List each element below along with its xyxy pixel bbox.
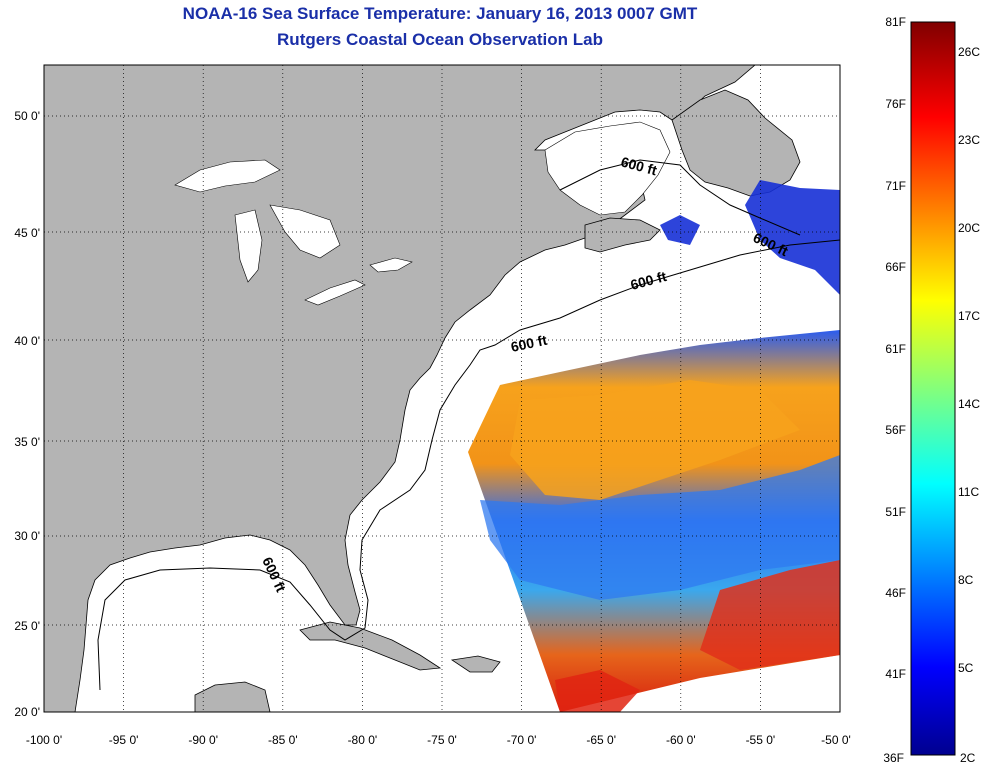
x-tick-label: -80 0' [348,733,378,747]
colorbar-c-label: 5C [958,661,974,675]
x-tick-label: -55 0' [746,733,776,747]
land-north-america [44,65,756,712]
colorbar-c-label: 23C [958,133,980,147]
x-tick-label: -95 0' [109,733,139,747]
plot-frame [43,64,841,713]
colorbar-c-labels: 26C 23C 20C 17C 14C 11C 8C 5C 2C [958,45,980,765]
graticule [44,65,840,712]
lake-michigan-huron [234,204,341,283]
lake-erie-ontario [304,257,413,306]
colorbar-f-label: 71F [885,179,906,193]
x-axis: -100 0' -95 0' -90 0' -85 0' -80 0' -75 … [26,733,851,747]
x-tick-label: -85 0' [268,733,298,747]
colorbar-c-label: 20C [958,221,980,235]
colorbar-c-label: 8C [958,573,974,587]
y-tick-label: 20 0' [14,705,40,719]
sst-swath-cool-band [480,455,840,600]
x-tick-label: -65 0' [586,733,616,747]
colorbar-c-label: 17C [958,309,980,323]
x-tick-label: -90 0' [188,733,218,747]
sst-swath-tip-warm [555,670,640,712]
x-tick-label: -50 0' [821,733,851,747]
y-tick-label: 30 0' [14,529,40,543]
x-tick-label: -60 0' [666,733,696,747]
land-newfoundland [671,89,801,197]
y-tick-label: 25 0' [14,619,40,633]
land-yucatan [194,681,271,712]
colorbar-f-label: 46F [885,586,906,600]
contour-label: 600 ft [509,332,548,355]
colorbar-f-label: 41F [885,667,906,681]
y-axis: 20 0' 25 0' 30 0' 35 0' 40 0' 45 0' 50 0… [14,109,40,719]
colorbar-c-label: 11C [958,485,979,499]
colorbar-c-label: 14C [958,397,980,411]
y-tick-label: 35 0' [14,435,40,449]
depth-contour-600ft [97,239,840,691]
colorbar-f-label: 66F [885,260,906,274]
land-nova-scotia [584,217,661,253]
x-tick-label: -70 0' [507,733,537,747]
y-tick-label: 45 0' [14,226,40,240]
y-tick-label: 40 0' [14,334,40,348]
y-tick-label: 50 0' [14,109,40,123]
sst-cold-patch-ne [745,180,840,295]
x-tick-label: -75 0' [427,733,457,747]
colorbar-f-label: 61F [885,342,906,356]
map-title: NOAA-16 Sea Surface Temperature: January… [182,4,698,23]
sst-cold-patch-gulf [660,215,700,245]
colorbar [910,21,956,756]
depth-contour-600ft-north [559,159,801,236]
colorbar-f-label: 51F [885,505,906,519]
colorbar-f-label: 36F [883,751,904,765]
sst-swath-warm-core [510,380,800,500]
map-subtitle: Rutgers Coastal Ocean Observation Lab [277,30,603,49]
colorbar-f-label: 56F [885,423,906,437]
land-cuba [299,621,442,671]
lake-superior [174,159,281,193]
sst-swath-south-warm [700,560,840,670]
x-tick-label: -100 0' [26,733,62,747]
colorbar-f-label: 81F [885,15,906,29]
colorbar-c-label: 2C [960,751,976,765]
colorbar-c-label: 26C [958,45,980,59]
colorbar-f-labels: 81F 76F 71F 66F 61F 56F 51F 46F 41F 36F [883,15,906,765]
land-hispaniola [450,655,501,673]
colorbar-f-label: 76F [885,97,906,111]
